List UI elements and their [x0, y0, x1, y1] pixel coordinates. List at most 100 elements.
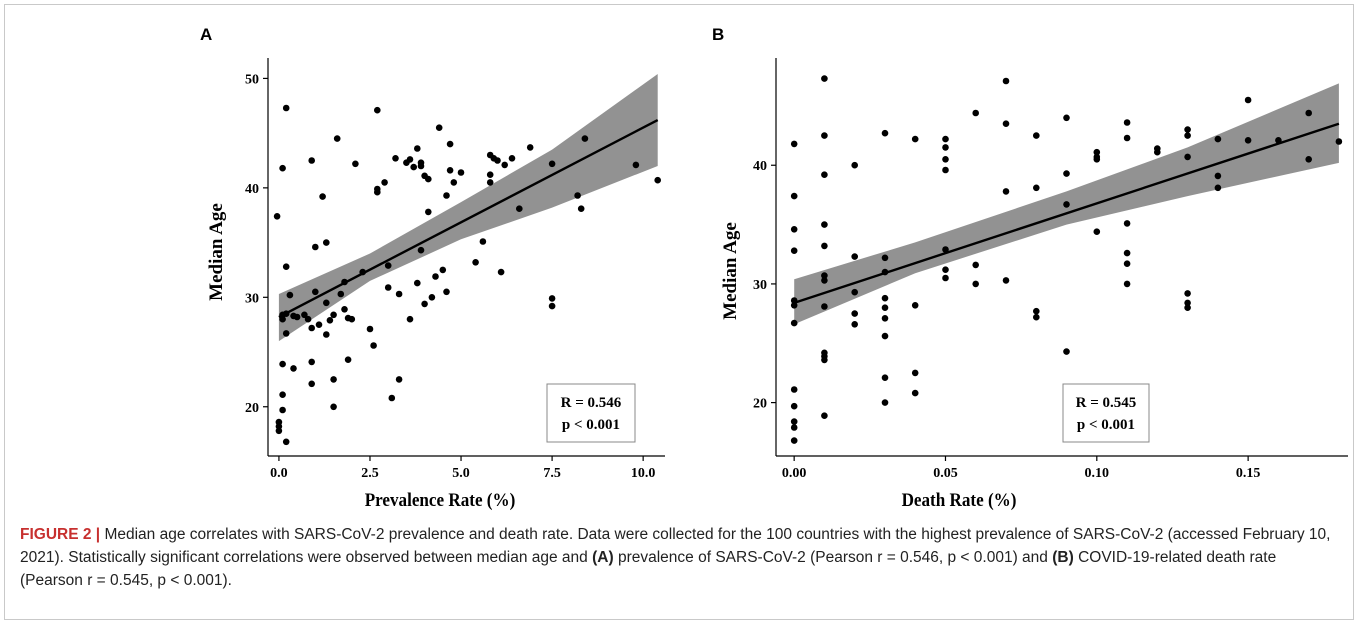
data-point-b-85 [1214, 184, 1222, 192]
data-point-b-12 [790, 437, 798, 444]
data-point-a-52 [384, 262, 392, 269]
x-tick-label-b-4: 0.15 [1236, 466, 1261, 481]
data-point-b-28 [851, 310, 858, 317]
data-point-b-29 [851, 321, 858, 328]
chart-panel-b: B 0.00 0.05 0.10 0.15 20 30 40 R = 0.545 p < 0… [712, 25, 1348, 511]
data-point-b-4 [790, 247, 798, 254]
data-point-b-37 [881, 374, 889, 382]
data-point-a-91 [516, 205, 523, 212]
data-point-a-21 [304, 315, 312, 323]
data-point-b-42 [911, 389, 919, 397]
data-point-b-6 [790, 302, 798, 309]
data-point-a-6 [279, 391, 286, 399]
data-point-b-65 [1093, 148, 1101, 156]
data-point-a-37 [333, 135, 341, 142]
y-tick-label-a-2: 30 [245, 291, 259, 306]
data-point-a-9 [279, 315, 286, 323]
data-point-b-46 [942, 166, 949, 174]
data-point-a-38 [337, 290, 345, 298]
data-point-a-98 [581, 135, 589, 142]
data-point-b-36 [881, 332, 889, 340]
confidence-band-a [278, 74, 658, 342]
data-point-b-74 [1123, 280, 1131, 288]
data-point-a-23 [308, 324, 316, 332]
data-point-a-75 [443, 192, 450, 199]
data-point-b-17 [821, 242, 828, 250]
data-point-b-43 [942, 135, 949, 143]
data-point-a-97 [577, 205, 585, 212]
data-point-a-36 [330, 403, 337, 411]
annotation-box-a: R = 0.546 p < 0.001 [546, 383, 636, 443]
data-point-a-30 [323, 239, 330, 246]
data-point-a-71 [428, 294, 436, 301]
data-point-a-96 [574, 192, 581, 199]
data-point-b-14 [821, 132, 828, 139]
data-point-b-47 [942, 246, 949, 253]
caption-intro: Median age correlates with SARS-CoV-2 pr… [20, 526, 1331, 566]
data-point-a-93 [548, 160, 556, 168]
x-axis-label-a: Prevalence Rate (%) [365, 489, 516, 511]
data-point-a-80 [457, 169, 465, 176]
x-tick-label-b-3: 0.10 [1085, 466, 1110, 481]
data-point-a-34 [330, 311, 337, 319]
data-point-a-43 [348, 315, 356, 323]
data-point-b-86 [1244, 96, 1252, 104]
x-tick-label-a-1: 0.0 [270, 466, 288, 481]
data-point-b-78 [1184, 132, 1191, 139]
data-point-a-84 [486, 171, 494, 178]
data-point-a-7 [279, 406, 286, 414]
data-point-a-69 [425, 175, 432, 183]
data-point-b-55 [1002, 188, 1010, 195]
x-tick-label-b-2: 0.05 [933, 466, 958, 481]
data-point-b-3 [790, 226, 798, 233]
data-point-b-54 [1002, 120, 1010, 127]
data-point-b-81 [1184, 299, 1191, 307]
data-point-b-60 [1033, 313, 1040, 321]
data-point-a-100 [654, 176, 661, 184]
data-point-a-33 [326, 317, 334, 324]
data-point-a-81 [472, 259, 479, 266]
data-point-a-77 [446, 140, 454, 148]
data-point-a-92 [526, 144, 534, 151]
data-point-a-74 [439, 266, 447, 274]
data-point-b-45 [942, 156, 949, 163]
data-point-a-94 [548, 295, 556, 302]
data-point-a-51 [381, 179, 388, 186]
data-point-a-25 [308, 380, 316, 388]
data-point-a-99 [632, 161, 640, 169]
data-point-b-25 [851, 161, 858, 169]
data-point-a-76 [443, 288, 450, 296]
data-point-b-76 [1154, 148, 1161, 156]
data-point-b-38 [881, 399, 889, 406]
data-point-a-73 [435, 124, 443, 131]
data-point-b-40 [911, 302, 919, 309]
x-tick-label-a-4: 7.5 [543, 466, 561, 481]
y-tick-label-a-4: 50 [245, 72, 259, 87]
data-point-a-29 [319, 193, 326, 200]
data-point-b-23 [821, 356, 828, 364]
data-point-b-44 [942, 144, 949, 151]
data-point-b-26 [851, 253, 858, 260]
x-tick-label-a-2: 2.5 [361, 466, 379, 481]
data-point-a-63 [414, 279, 421, 287]
data-point-b-24 [821, 412, 828, 420]
data-point-a-18 [290, 365, 297, 372]
data-point-a-90 [508, 155, 516, 162]
data-point-b-16 [821, 221, 828, 228]
data-point-b-27 [851, 288, 858, 296]
data-point-a-53 [384, 284, 392, 291]
data-point-b-72 [1123, 249, 1131, 257]
data-point-b-2 [790, 192, 798, 200]
annotation-box-b: R = 0.545 p < 0.001 [1062, 383, 1150, 443]
data-point-b-8 [790, 386, 798, 393]
data-point-a-19 [293, 313, 301, 321]
plot-area-a: 0.0 2.5 5.0 7.5 10.0 20 30 40 50 [245, 58, 665, 481]
data-point-a-47 [370, 342, 377, 349]
data-point-b-53 [1002, 77, 1010, 85]
y-axis-label-b: Median Age [720, 222, 741, 320]
data-point-b-48 [942, 266, 949, 274]
data-point-b-67 [1093, 156, 1101, 163]
data-point-a-57 [395, 376, 403, 383]
data-point-a-24 [308, 358, 316, 366]
data-point-b-63 [1063, 201, 1070, 208]
